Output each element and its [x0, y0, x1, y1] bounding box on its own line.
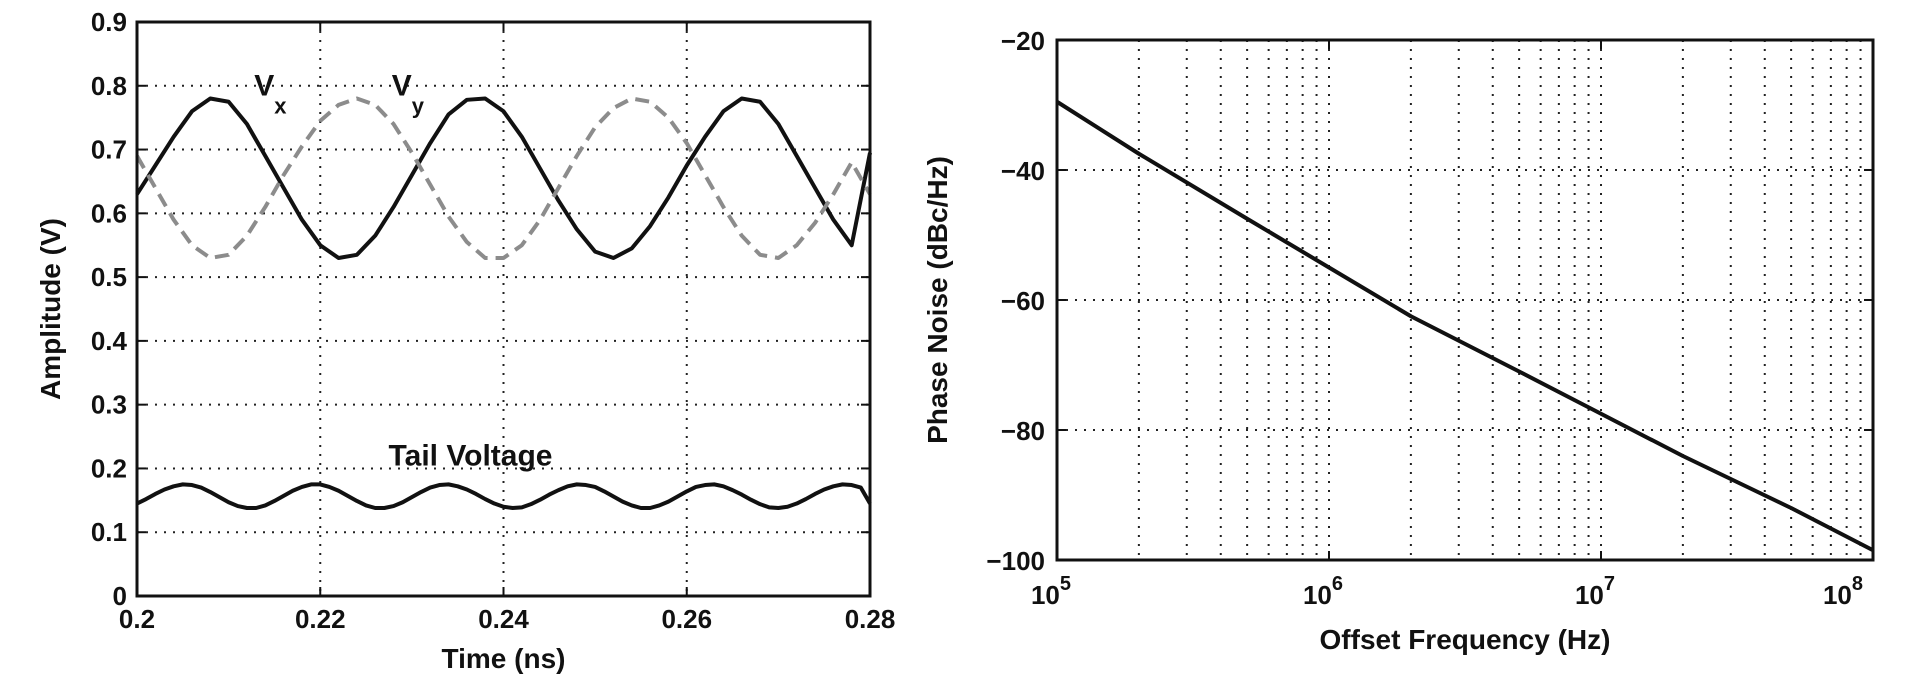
y-axis-label: Amplitude (V) [35, 218, 66, 400]
y-tick-label: −100 [986, 546, 1045, 576]
tail-voltage-label: Tail Voltage [389, 439, 553, 472]
x-axis-label: Time (ns) [442, 643, 566, 674]
y-tick-label: −40 [1001, 156, 1045, 186]
x-tick-label: 106 [1303, 573, 1343, 610]
series-line-1 [135, 96, 872, 260]
x-tick-label: 0.24 [478, 604, 529, 634]
series-label-vx-subscript: x [274, 93, 287, 118]
series-line-2 [135, 96, 872, 260]
y-tick-label: 0.8 [91, 71, 127, 101]
series-label-vx: Vx [254, 69, 287, 118]
x-tick-exponent: 5 [1060, 573, 1071, 595]
x-tick-exponent: 6 [1332, 573, 1343, 595]
x-tick-label: 0.22 [295, 604, 346, 634]
y-axis-label: Phase Noise (dBc/Hz) [922, 156, 953, 444]
series-label-vy: Vy [392, 69, 425, 118]
phase-noise-line [1055, 100, 1874, 553]
y-tick-label: 0.7 [91, 135, 127, 165]
x-tick-exponent: 7 [1604, 573, 1615, 595]
y-tick-label: 0.2 [91, 453, 127, 483]
y-tick-label: 0.4 [91, 326, 128, 356]
x-tick-exponent: 8 [1852, 573, 1863, 595]
x-tick-label: 107 [1575, 573, 1615, 610]
y-tick-label: 0.3 [91, 390, 127, 420]
series-label-vy-subscript: y [412, 93, 425, 118]
y-tick-label: −60 [1001, 286, 1045, 316]
y-tick-label: 0.9 [91, 7, 127, 37]
phase-noise-chart: −100 −80 −60 −40 −20 105 106 107 108 Offset Frequ… [922, 26, 1875, 655]
y-tick-label: −20 [1001, 26, 1045, 56]
x-tick-label: 0.2 [119, 604, 155, 634]
y-tick-label: 0.5 [91, 262, 127, 292]
x-axis-label: Offset Frequency (Hz) [1320, 624, 1611, 655]
x-tick-label: 0.26 [661, 604, 712, 634]
amplitude-time-chart: 0 0.1 0.2 0.3 0.4 0.5 0.6 0.7 0.8 0.9 0.2 0.22 0.24 0… [35, 7, 895, 674]
x-tick-label: 108 [1823, 573, 1863, 610]
x-tick-label: 0.28 [845, 604, 896, 634]
series-line-3 [136, 482, 872, 510]
y-tick-label: 0 [113, 581, 127, 611]
x-tick-label: 105 [1031, 573, 1071, 610]
y-tick-label: 0.1 [91, 517, 127, 547]
y-tick-label: 0.6 [91, 198, 127, 228]
y-tick-label: −80 [1001, 416, 1045, 446]
